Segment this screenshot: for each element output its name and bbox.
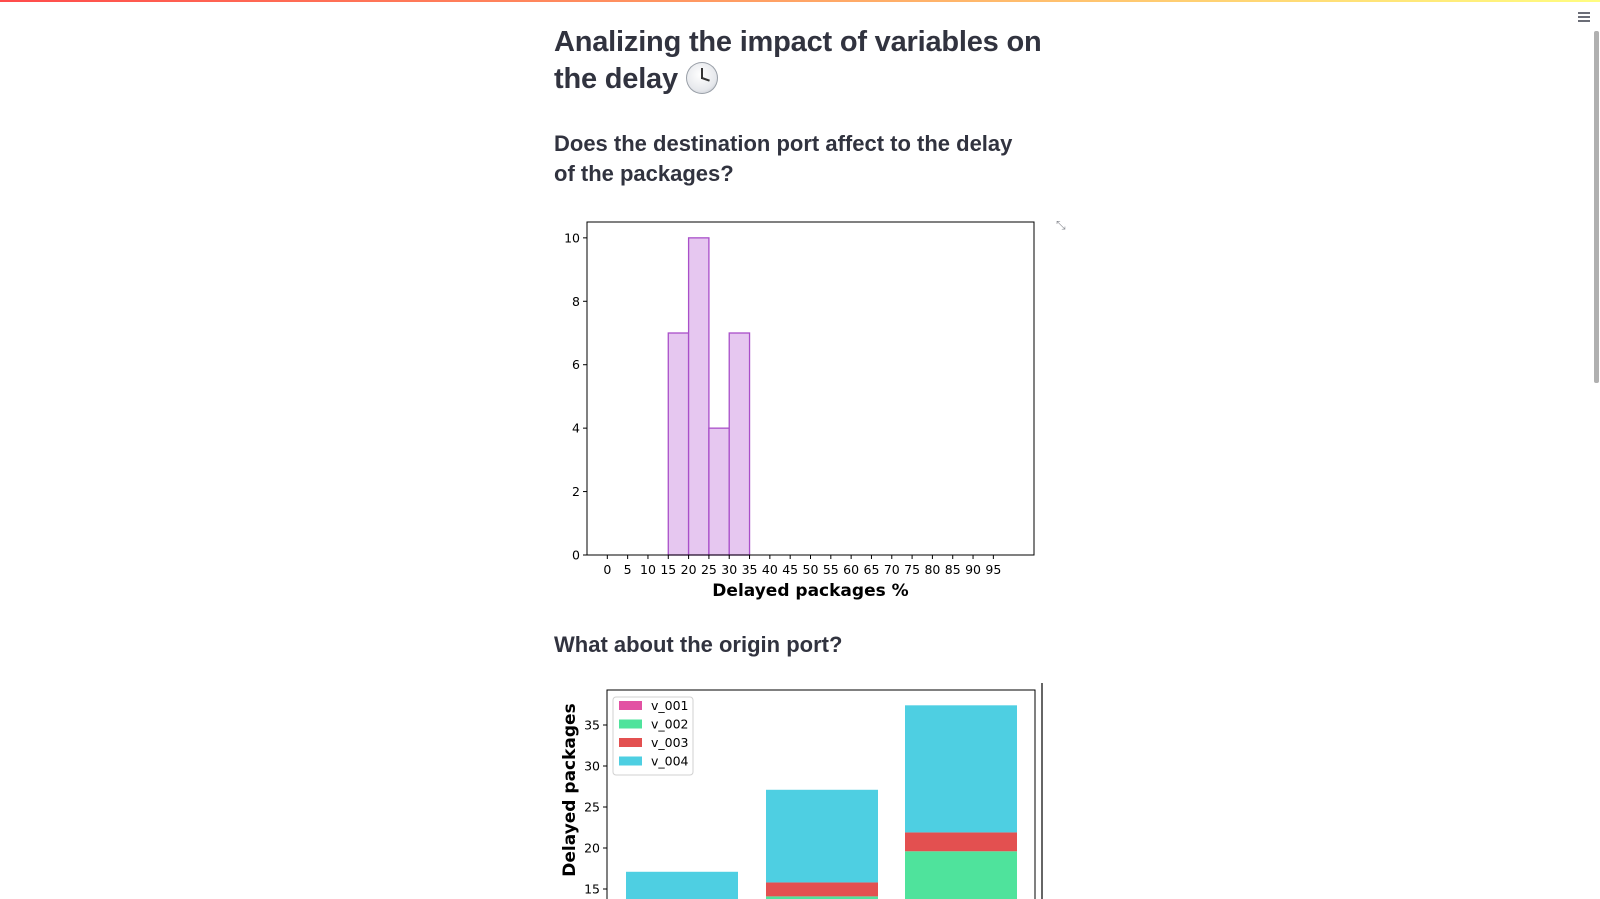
stacked-ylabel: Delayed packages — [560, 703, 580, 876]
x-tick-label: 80 — [924, 562, 940, 577]
x-tick-label: 85 — [945, 562, 961, 577]
y-tick-label: 25 — [584, 800, 600, 815]
y-tick-label: 2 — [572, 484, 580, 499]
bar-segment-v_003 — [905, 832, 1017, 852]
x-tick-label: 10 — [640, 562, 656, 577]
section-heading-destination-line2: of the packages? — [554, 161, 734, 186]
y-tick-label: 35 — [584, 718, 600, 733]
legend-label-v_002: v_002 — [651, 717, 689, 732]
fullscreen-expand-icon[interactable]: ⤡ — [1056, 218, 1066, 232]
bar-segment-v_003 — [766, 882, 878, 897]
page-title: Analizing the impact of variables on the… — [554, 24, 1054, 98]
y-tick-label: 30 — [584, 759, 600, 774]
legend-swatch-v_004 — [619, 756, 642, 766]
x-tick-label: 15 — [660, 562, 676, 577]
legend-swatch-v_003 — [619, 738, 642, 747]
x-tick-label: 70 — [884, 562, 900, 577]
y-tick-label: 20 — [584, 841, 600, 856]
x-tick-label: 55 — [823, 562, 839, 577]
x-tick-label: 75 — [904, 562, 920, 577]
y-tick-label: 15 — [584, 882, 600, 897]
x-tick-label: 95 — [985, 562, 1001, 577]
x-tick-label: 30 — [721, 562, 737, 577]
x-tick-label: 90 — [965, 562, 981, 577]
y-tick-label: 0 — [572, 548, 580, 563]
x-tick-label: 35 — [742, 562, 758, 577]
y-tick-label: 8 — [572, 294, 580, 309]
legend-swatch-v_001 — [619, 701, 642, 710]
x-tick-label: 0 — [603, 562, 611, 577]
x-tick-label: 20 — [681, 562, 697, 577]
legend-label-v_001: v_001 — [651, 698, 689, 713]
stacked-frame — [606, 689, 1036, 899]
scrollbar[interactable] — [1594, 31, 1599, 383]
page-title-line2: the delay — [554, 63, 678, 95]
y-tick-label: 10 — [564, 230, 580, 245]
bar-segment-v_004 — [626, 871, 738, 899]
x-tick-label: 60 — [843, 562, 859, 577]
x-tick-label: 25 — [701, 562, 717, 577]
x-tick-label: 45 — [782, 562, 798, 577]
section-heading-destination-line1: Does the destination port affect to the … — [554, 131, 1013, 156]
histogram-bar — [728, 332, 751, 556]
legend-box — [612, 696, 694, 776]
x-tick-label: 50 — [803, 562, 819, 577]
y-tick-label: 6 — [572, 357, 580, 372]
x-tick-label: 5 — [624, 562, 632, 577]
y-tick-label: 4 — [572, 421, 580, 436]
hamburger-menu-icon[interactable] — [1576, 10, 1592, 26]
x-tick-label: 40 — [762, 562, 778, 577]
section-heading-origin: What about the origin port? — [554, 632, 843, 657]
bar-segment-v_004 — [766, 789, 878, 883]
legend-swatch-v_002 — [619, 719, 642, 729]
histogram-bar — [667, 332, 690, 556]
histogram-frame — [586, 221, 1035, 556]
x-tick-label: 65 — [864, 562, 880, 577]
top-decoration-bar — [0, 0, 1600, 2]
histogram-bar — [687, 237, 710, 556]
clock-icon — [685, 62, 718, 94]
section-heading-destination: Does the destination port affect to the … — [554, 129, 1044, 189]
legend-label-v_004: v_004 — [651, 754, 689, 769]
legend-label-v_003: v_003 — [651, 735, 689, 750]
bar-segment-v_002 — [905, 851, 1017, 899]
histogram-xlabel: Delayed packages % — [712, 581, 908, 601]
page-title-line1: Analizing the impact of variables on — [554, 26, 1042, 58]
bar-segment-v_004 — [905, 705, 1017, 833]
histogram-bar — [708, 427, 730, 556]
